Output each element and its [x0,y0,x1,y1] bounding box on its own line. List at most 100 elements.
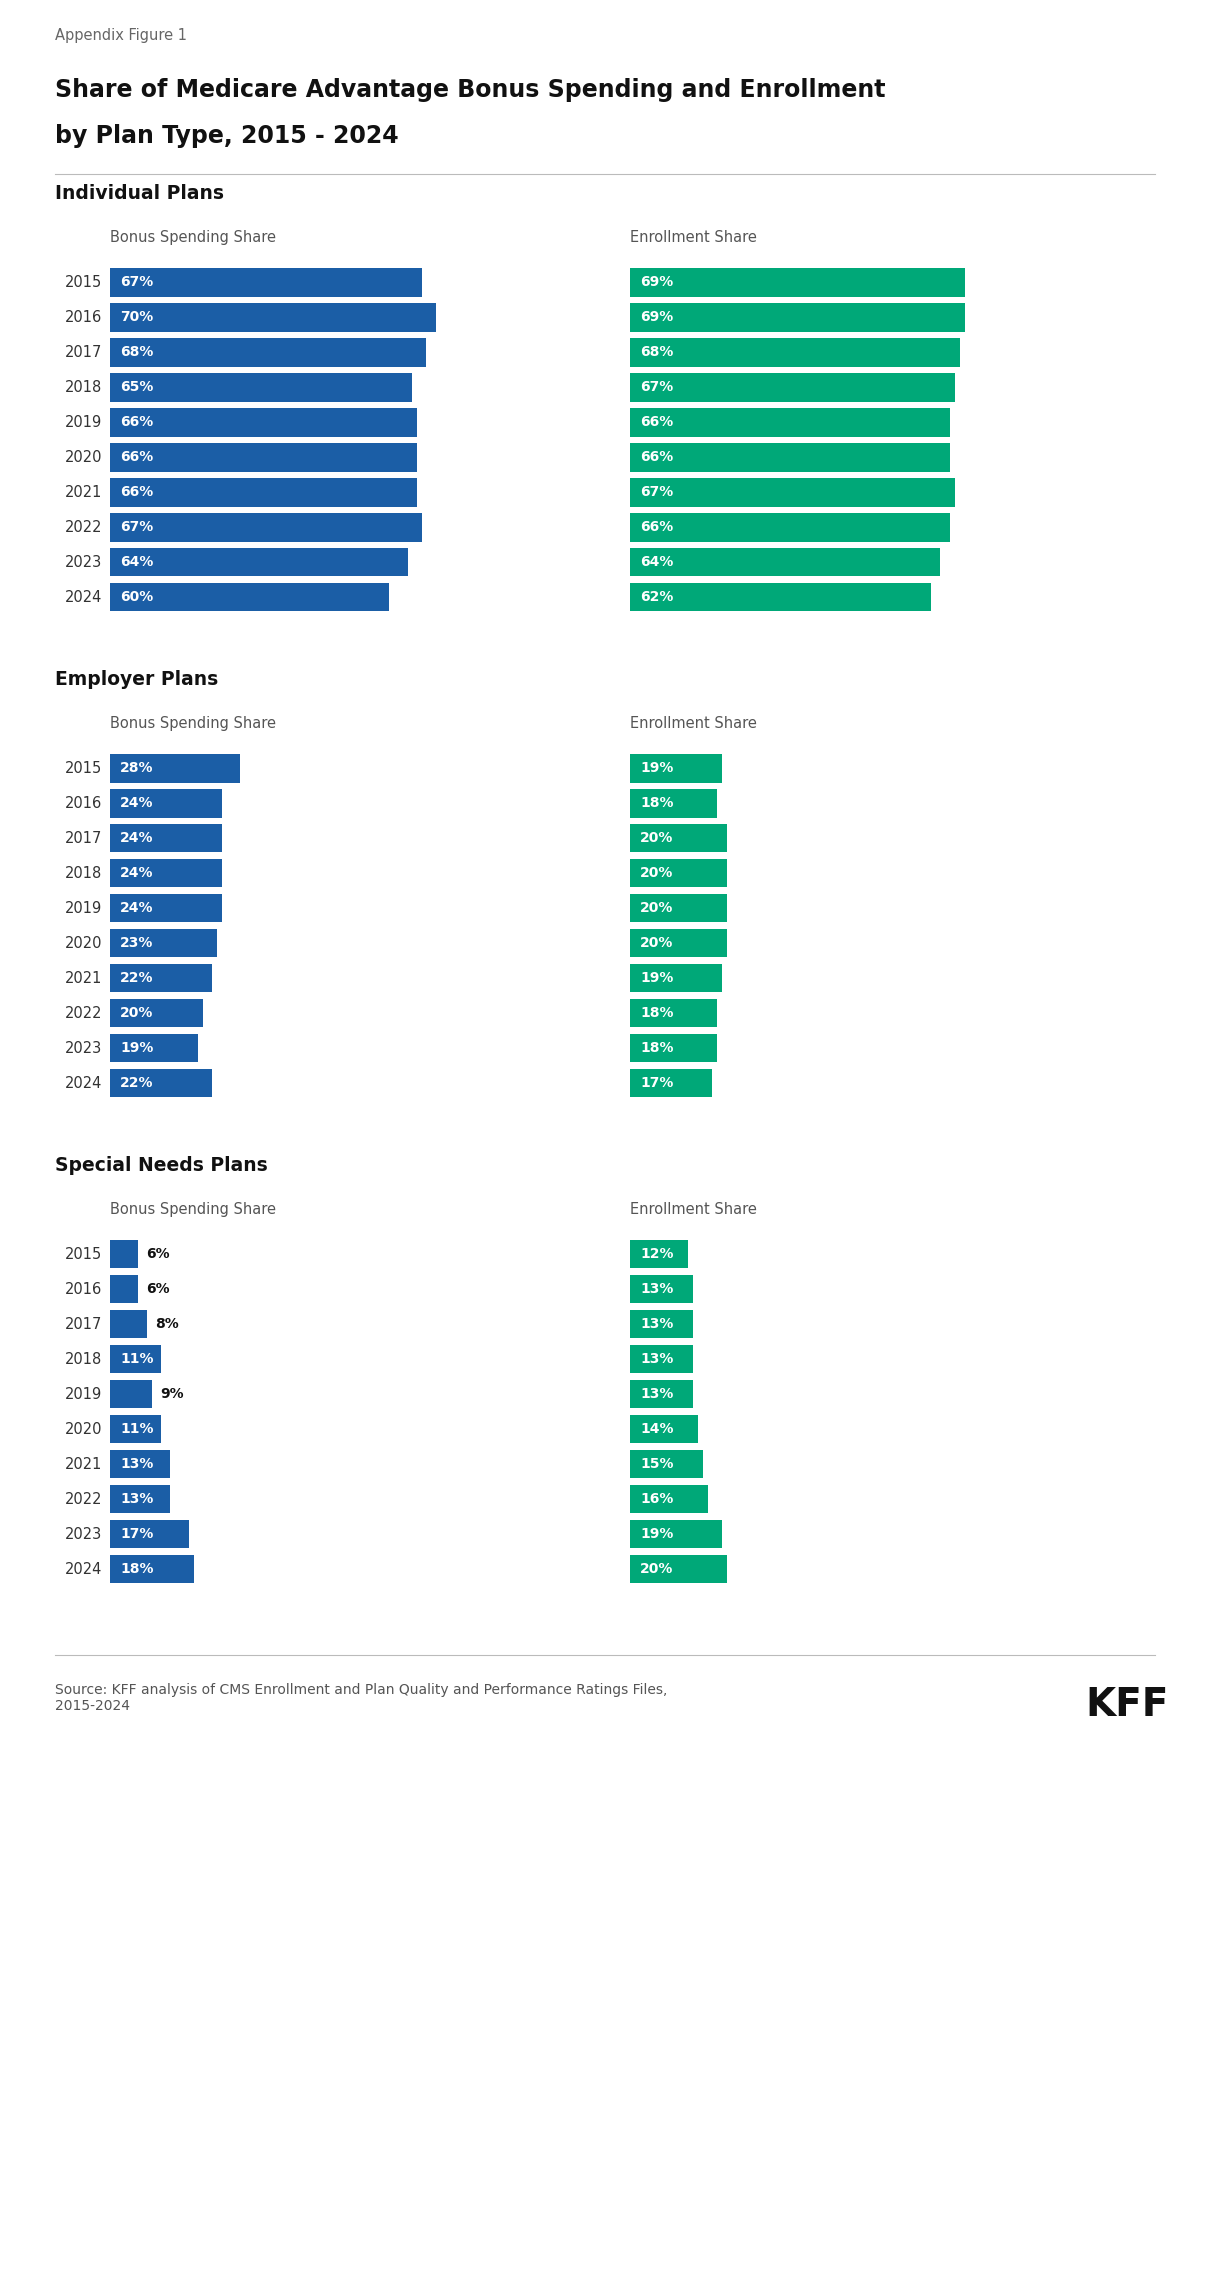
Text: 24%: 24% [120,831,154,844]
Text: 2016: 2016 [65,1283,102,1296]
Bar [110,443,417,472]
Text: 19%: 19% [120,1042,154,1056]
Text: 67%: 67% [640,486,673,499]
Text: 11%: 11% [120,1423,154,1437]
Bar [630,583,931,611]
Text: 2018: 2018 [65,1351,102,1367]
Text: 66%: 66% [120,415,154,429]
Text: Bonus Spending Share: Bonus Spending Share [110,229,276,245]
Bar [110,754,240,783]
Bar [110,1069,212,1096]
Text: Employer Plans: Employer Plans [55,670,218,690]
Text: 20%: 20% [640,867,673,881]
Text: 15%: 15% [640,1457,673,1471]
Bar [110,1451,171,1478]
Text: 16%: 16% [640,1491,673,1507]
Text: 19%: 19% [640,1528,673,1541]
Bar [110,1485,171,1514]
Bar [630,1555,727,1584]
Bar [630,754,722,783]
Text: 2015: 2015 [65,1246,102,1262]
Bar [630,1380,693,1407]
Bar [110,928,217,958]
Text: 2018: 2018 [65,865,102,881]
Text: 70%: 70% [120,311,154,325]
Bar [110,999,203,1028]
Text: 13%: 13% [640,1353,673,1367]
Text: 2017: 2017 [65,1317,102,1332]
Bar [630,338,960,365]
Bar [630,928,727,958]
Bar [110,1380,151,1407]
Text: 67%: 67% [120,275,154,288]
Bar [110,1276,138,1303]
Text: 68%: 68% [640,345,673,359]
Text: 20%: 20% [640,935,673,951]
Text: 2016: 2016 [65,309,102,325]
Text: 2019: 2019 [65,901,102,915]
Text: 64%: 64% [120,556,154,570]
Bar [630,1521,722,1548]
Text: 65%: 65% [120,381,154,395]
Text: 13%: 13% [640,1317,673,1330]
Bar [630,1276,693,1303]
Bar [110,858,222,888]
Text: 6%: 6% [146,1283,170,1296]
Bar [110,1346,161,1373]
Text: 2020: 2020 [65,935,102,951]
Text: 22%: 22% [120,1076,154,1090]
Text: 17%: 17% [640,1076,673,1090]
Text: 22%: 22% [120,972,154,985]
Text: Enrollment Share: Enrollment Share [630,1203,756,1217]
Bar [630,824,727,854]
Text: 69%: 69% [640,275,673,288]
Text: 24%: 24% [120,867,154,881]
Bar [630,1451,703,1478]
Text: 2017: 2017 [65,831,102,847]
Text: 2021: 2021 [65,1457,102,1471]
Text: by Plan Type, 2015 - 2024: by Plan Type, 2015 - 2024 [55,125,399,148]
Bar [630,547,941,577]
Text: 67%: 67% [640,381,673,395]
Text: 13%: 13% [120,1491,154,1507]
Text: 62%: 62% [640,590,673,604]
Text: 18%: 18% [640,797,673,810]
Bar [630,1346,693,1373]
Bar [110,790,222,817]
Bar [110,1239,138,1269]
Text: 66%: 66% [120,486,154,499]
Text: 2022: 2022 [65,520,102,536]
Bar [110,1414,161,1444]
Bar [630,1239,688,1269]
Text: Source: KFF analysis of CMS Enrollment and Plan Quality and Performance Ratings : Source: KFF analysis of CMS Enrollment a… [55,1682,667,1714]
Text: 2016: 2016 [65,797,102,810]
Bar [110,824,222,854]
Text: Share of Medicare Advantage Bonus Spending and Enrollment: Share of Medicare Advantage Bonus Spendi… [55,77,886,102]
Text: Enrollment Share: Enrollment Share [630,229,756,245]
Text: 20%: 20% [640,901,673,915]
Bar [110,1521,189,1548]
Text: 2023: 2023 [65,1040,102,1056]
Text: 18%: 18% [640,1006,673,1019]
Text: 2021: 2021 [65,486,102,499]
Text: Bonus Spending Share: Bonus Spending Share [110,715,276,731]
Text: 13%: 13% [120,1457,154,1471]
Bar [630,965,722,992]
Bar [110,1555,194,1584]
Bar [110,513,422,543]
Bar [630,1069,712,1096]
Bar [630,1485,708,1514]
Bar [630,268,965,297]
Bar [630,1310,693,1339]
Bar [630,858,727,888]
Text: 12%: 12% [640,1246,673,1262]
Bar [110,268,422,297]
Text: Enrollment Share: Enrollment Share [630,715,756,731]
Text: 2020: 2020 [65,449,102,465]
Text: 2018: 2018 [65,379,102,395]
Text: 24%: 24% [120,797,154,810]
Text: 2022: 2022 [65,1491,102,1507]
Text: 13%: 13% [640,1387,673,1401]
Bar [630,1035,717,1062]
Text: 2019: 2019 [65,1387,102,1403]
